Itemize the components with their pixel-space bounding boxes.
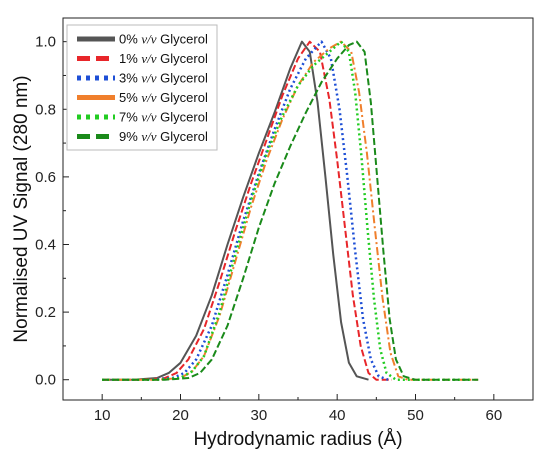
legend-label-4: 7% v/v Glycerol: [119, 110, 208, 125]
legend-label-part: Glycerol: [157, 71, 208, 86]
legend-label-0: 0% v/v Glycerol: [119, 32, 208, 47]
legend-label-part: Glycerol: [157, 129, 208, 144]
ticks-layer: 10 20 30 40 50 60 0.0 0.2 0.4 0.6 0.8 1.0: [35, 34, 534, 424]
legend-label-part: 5%: [119, 90, 141, 105]
x-tick-label-2: 30: [250, 407, 267, 424]
x-tick-label-4: 50: [407, 407, 424, 424]
y-tick-label-1: 0.2: [35, 304, 56, 321]
legend-label-part: v/v: [141, 110, 156, 125]
series-line-1: [102, 40, 392, 381]
legend-label-part: 9%: [119, 129, 141, 144]
series-line-3: [102, 40, 479, 381]
series-line-0: [102, 40, 369, 381]
legend-label-part: v/v: [141, 71, 156, 86]
y-tick-label-5: 1.0: [35, 34, 56, 51]
x-tick-label-1: 20: [172, 407, 189, 424]
x-tick-label-3: 40: [329, 407, 346, 424]
legend-label-part: 1%: [119, 51, 141, 66]
x-tick-label-0: 10: [94, 407, 111, 424]
x-axis-label: Hydrodynamic radius (Å): [193, 429, 402, 450]
y-axis-label: Normalised UV Signal (280 nm): [11, 75, 32, 342]
y-tick-label-4: 0.8: [35, 101, 56, 118]
series-layer: [102, 40, 479, 381]
legend-label-part: v/v: [141, 51, 156, 66]
legend-label-2: 3% v/v Glycerol: [119, 71, 208, 86]
legend-label-part: v/v: [141, 129, 156, 144]
legend-label-part: v/v: [141, 90, 156, 105]
legend-label-5: 9% v/v Glycerol: [119, 129, 208, 144]
legend-label-1: 1% v/v Glycerol: [119, 51, 208, 66]
legend-label-3: 5% v/v Glycerol: [119, 90, 208, 105]
y-tick-label-0: 0.0: [35, 372, 56, 389]
legend-label-part: 3%: [119, 71, 141, 86]
legend-label-part: Glycerol: [157, 32, 208, 47]
legend-label-part: Glycerol: [157, 51, 208, 66]
y-tick-label-3: 0.6: [35, 169, 56, 186]
legend-label-part: 0%: [119, 32, 141, 47]
series-line-5: [102, 40, 479, 381]
legend-label-part: v/v: [141, 32, 156, 47]
legend-box: [66, 24, 218, 151]
x-tick-label-5: 60: [485, 407, 502, 424]
legend-label-part: Glycerol: [157, 90, 208, 105]
legend-label-part: Glycerol: [157, 110, 208, 125]
y-tick-label-2: 0.4: [35, 236, 56, 253]
legend-label-part: 7%: [119, 110, 141, 125]
